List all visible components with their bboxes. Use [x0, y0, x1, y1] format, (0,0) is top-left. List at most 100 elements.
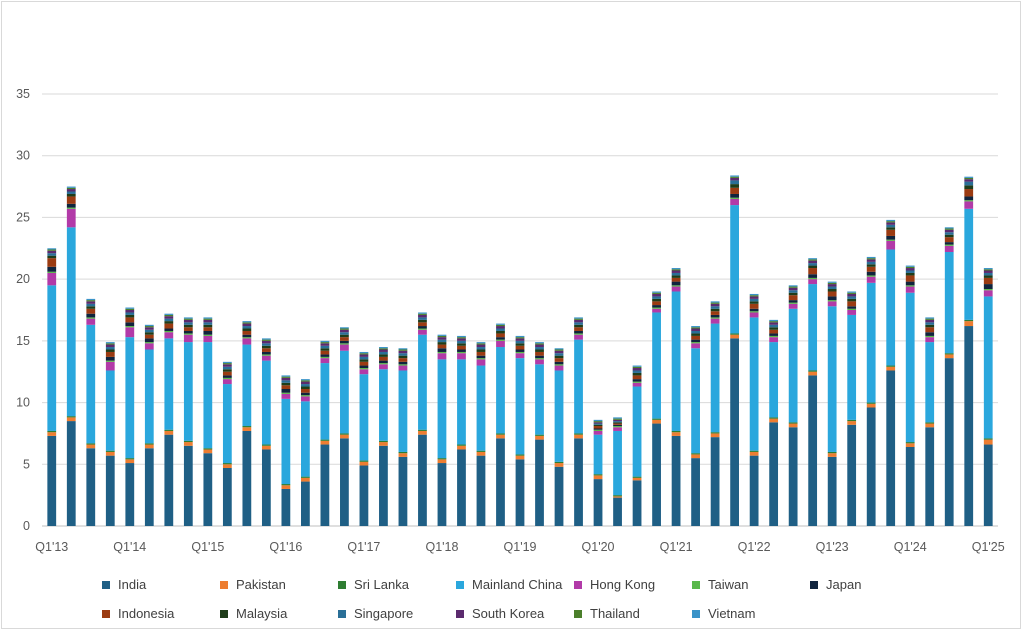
bar-segment-taiwan: [125, 326, 135, 328]
bar-segment-mainland-china: [203, 342, 213, 449]
bar-segment-mainland-china: [66, 227, 76, 417]
bar-segment-japan: [261, 351, 271, 355]
bar-segment-vietnam: [359, 351, 369, 354]
bar-segment-vietnam: [242, 321, 252, 323]
bar-segment-south-korea: [398, 350, 408, 354]
bar-segment-malaysia: [359, 359, 369, 362]
x-tick-label: Q1'24: [894, 540, 927, 554]
bar-segment-hong-kong: [515, 353, 525, 359]
bar-segment-pakistan: [437, 459, 447, 464]
bar-segment-indonesia: [457, 345, 466, 350]
bar-segment-south-korea: [886, 222, 896, 225]
bar-segment-malaysia: [66, 193, 76, 197]
y-tick-label: 30: [16, 149, 30, 163]
bar-segment-sri-lanka: [886, 365, 896, 367]
x-tick-label: Q1'17: [347, 540, 380, 554]
bar-segment-hong-kong: [418, 329, 427, 335]
bar-segment-japan: [222, 375, 232, 378]
bar-segment-taiwan: [691, 342, 700, 344]
bar-segment-mainland-china: [827, 306, 837, 452]
bar-segment-pakistan: [398, 453, 408, 457]
bar-segment-india: [418, 434, 427, 526]
bar-segment-india: [613, 497, 622, 526]
bar-segment-indonesia: [652, 301, 661, 306]
bar-segment-india: [476, 455, 486, 526]
bar-segment-singapore: [144, 329, 154, 333]
bar-segment-hong-kong: [86, 318, 96, 325]
bar-segment-singapore: [203, 322, 213, 325]
bar-segment-india: [691, 458, 700, 526]
bar-segment-malaysia: [418, 319, 427, 323]
x-tick-label: Q1'18: [425, 540, 458, 554]
bar-segment-mainland-china: [574, 339, 583, 434]
legend-row-1: India Pakistan Sri Lanka Mainland China …: [102, 570, 962, 599]
bar-segment-hong-kong: [535, 359, 544, 365]
bar-segment-indonesia: [886, 229, 896, 236]
bar-segment-hong-kong: [340, 344, 349, 351]
bar-segment-taiwan: [730, 197, 740, 199]
legend-swatch: [338, 580, 346, 589]
bar-segment-vietnam: [769, 319, 779, 322]
bar-segment-thailand: [671, 269, 681, 271]
legend-swatch: [456, 609, 464, 618]
bar-segment-india: [203, 453, 213, 526]
bar-segment-singapore: [86, 303, 96, 307]
bar-segment-singapore: [242, 326, 252, 329]
bar-segment-pakistan: [418, 430, 427, 435]
bar-segment-mainland-china: [476, 365, 486, 451]
bar-segment-sri-lanka: [535, 434, 544, 436]
bar-segment-indonesia: [574, 327, 583, 331]
bar-segment-indonesia: [983, 277, 993, 285]
legend-swatch: [102, 609, 110, 618]
bar-segment-hong-kong: [496, 340, 505, 348]
legend-swatch: [220, 580, 228, 589]
bar-segment-pakistan: [164, 430, 174, 435]
bar-segment-sri-lanka: [749, 450, 759, 452]
bar-segment-south-korea: [476, 344, 486, 348]
bar-segment-taiwan: [710, 317, 720, 319]
bar-segment-sri-lanka: [164, 429, 174, 431]
bar-segment-indonesia: [281, 385, 291, 389]
bar-segment-thailand: [886, 221, 896, 223]
bar-segment-sri-lanka: [788, 422, 798, 424]
bar-segment-vietnam: [808, 258, 818, 260]
bar-segment-hong-kong: [398, 365, 408, 371]
bar-segment-thailand: [574, 318, 583, 320]
bar-segment-taiwan: [593, 429, 603, 431]
bar-segment-mainland-china: [613, 430, 622, 496]
bar-segment-japan: [320, 354, 330, 357]
bar-segment-south-korea: [320, 343, 330, 346]
bar-segment-singapore: [125, 312, 135, 315]
bar-segment-indonesia: [554, 358, 564, 362]
bar-segment-taiwan: [788, 302, 798, 304]
bar-segment-mainland-china: [242, 344, 252, 427]
bar-segment-thailand: [964, 177, 974, 180]
bar-segment-mainland-china: [632, 386, 642, 477]
bar-segment-thailand: [593, 421, 603, 423]
bar-segment-india: [515, 459, 525, 526]
bar-segment-taiwan: [827, 300, 837, 302]
bar-segment-india: [730, 338, 740, 526]
y-tick-label: 15: [16, 334, 30, 348]
bar-segment-vietnam: [535, 342, 544, 344]
bar-segment-sri-lanka: [593, 474, 603, 476]
bar-segment-mainland-china: [944, 251, 954, 354]
bar-segment-malaysia: [788, 292, 798, 296]
bar-segment-hong-kong: [261, 355, 271, 361]
bar-segment-thailand: [613, 418, 622, 420]
bar-segment-mainland-china: [593, 434, 603, 475]
bar-segment-vietnam: [925, 317, 935, 319]
bar-segment-vietnam: [554, 348, 564, 350]
bar-segment-malaysia: [769, 327, 779, 330]
bar-segment-pakistan: [261, 445, 271, 450]
bar-segment-hong-kong: [671, 286, 681, 292]
bar-segment-malaysia: [866, 264, 876, 267]
bar-segment-hong-kong: [905, 286, 915, 293]
bar-segment-south-korea: [554, 350, 564, 354]
bar-segment-sri-lanka: [691, 453, 700, 455]
bar-segment-malaysia: [808, 265, 818, 269]
bar-segment-india: [437, 463, 447, 526]
bar-segment-singapore: [418, 317, 427, 320]
bar-segment-pakistan: [827, 453, 837, 457]
